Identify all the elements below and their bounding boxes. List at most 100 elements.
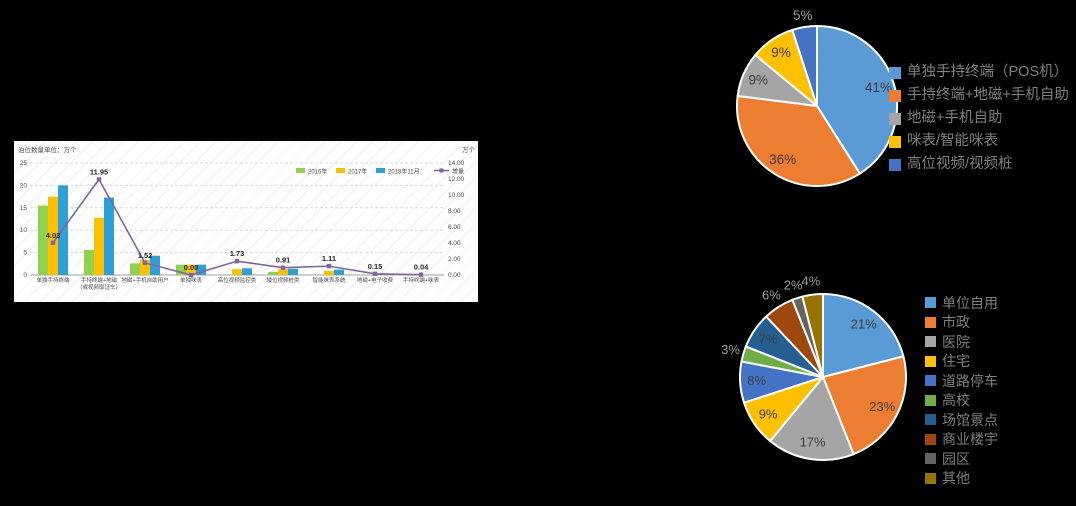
legend-item: 单位自用 (925, 293, 998, 313)
legend-item: 场馆景点 (925, 410, 998, 430)
legend-label: 场馆景点 (942, 411, 998, 428)
line-data-label: 4.03 (46, 231, 61, 240)
bar-2017年 (94, 217, 104, 275)
legend-item: 手持终端+地磁+手机自助 (889, 84, 1069, 107)
right-axis-tick: 10.00 (448, 192, 465, 199)
category-label: 手持终端+咪表 (403, 276, 440, 284)
left-axis-tick: 20 (20, 182, 28, 189)
legend-label: 增量 (452, 168, 464, 176)
pie-percent-label: 6% (762, 288, 781, 303)
line-data-label: 1.11 (322, 254, 336, 263)
pie-percent-label: 8% (747, 373, 766, 388)
pie-percent-label: 7% (759, 332, 778, 347)
pie-percent-label: 9% (759, 406, 778, 421)
right-axis-tick: 12.00 (448, 176, 465, 183)
bar-2016年 (130, 263, 140, 275)
line-marker (96, 177, 102, 182)
legend-item: 咪表/智能咪表 (889, 130, 1069, 153)
legend-line-marker (439, 168, 444, 173)
legend-swatch (925, 375, 936, 387)
legend-swatch (925, 316, 936, 328)
scenario-pie-legend: 单位自用 市政 医院 住宅 道路停车 高校 场馆景点 商业楼宇 园区 其他 (925, 293, 998, 488)
bar-line-chart: 0 5 10 15 20 25 0.00 2.00 4.00 6.00 8.00 10.00 12.00… (18, 145, 476, 291)
line-data-label: 1.73 (230, 249, 245, 258)
pie-slice-9 (801, 293, 824, 378)
pie-slice-1 (736, 94, 861, 187)
line-marker (326, 263, 332, 269)
category-label: 矮位视频桩类 (266, 276, 300, 284)
bar-2017年 (278, 269, 288, 275)
bar-2018年11月 (242, 268, 252, 275)
legend-swatch (925, 355, 936, 367)
left-axis-tick: 10 (20, 227, 28, 234)
legend-item: 医院 (925, 332, 998, 352)
right-axis-tick: 14.00 (448, 160, 465, 167)
left-axis-tick: 5 (23, 250, 27, 257)
right-axis-title: 万个 (462, 146, 476, 154)
legend-item: 道路停车 (925, 371, 998, 391)
legend-swatch (889, 135, 901, 148)
legend-item: 高校 (925, 391, 998, 411)
pie-slice-0 (822, 293, 905, 378)
legend-label: 地磁+手机自助 (907, 110, 1003, 127)
right-axis-tick: 6.00 (448, 224, 461, 231)
bar-2018年11月 (334, 269, 344, 275)
pie-percent-label: 5% (793, 8, 813, 23)
legend-item: 商业楼宇 (925, 430, 998, 450)
category-label: 智能咪表系统 (312, 276, 346, 284)
legend-label: 其他 (942, 470, 970, 487)
line-data-label: 1.52 (138, 251, 153, 260)
legend-label: 道路停车 (942, 372, 998, 389)
bar-2017年 (140, 259, 150, 275)
legend-label: 单独手持终端（POS机） (907, 64, 1069, 81)
pie-slice-1 (822, 355, 907, 456)
pie-percent-label: 4% (802, 274, 821, 289)
legend-swatch (925, 472, 936, 484)
legend-swatch (296, 168, 305, 173)
bar-2018年11月 (104, 197, 114, 275)
berth-count-chart-panel: 0 5 10 15 20 25 0.00 2.00 4.00 6.00 8.00 10.00 12.00… (14, 141, 478, 302)
pie-percent-label: 21% (851, 317, 877, 332)
payment-mode-pie-chart: 41% 36% 9%9% 5% (736, 8, 899, 187)
line-marker (418, 272, 424, 277)
bar-2016年 (38, 205, 48, 275)
pie-percent-label: 23% (869, 399, 895, 414)
legend-label: 商业楼宇 (942, 431, 998, 448)
category-label: （或视频取证车） (77, 283, 121, 291)
category-label: 单独手持终端 (36, 276, 70, 284)
line-marker (50, 240, 56, 245)
legend-item: 地磁+手机自助 (889, 107, 1069, 130)
legend-swatch (925, 336, 936, 348)
legend-label: 高位视频/视频桩 (907, 156, 1013, 173)
left-axis-tick: 15 (20, 205, 28, 212)
right-axis-tick: 8.00 (448, 208, 461, 215)
left-axis-title: 泊位数量单位：万个 (18, 145, 77, 154)
legend-swatch (376, 168, 385, 173)
bar-2016年 (84, 249, 94, 275)
legend-label: 2016年 (308, 168, 327, 176)
legend-swatch (925, 394, 936, 406)
left-axis-tick: 25 (20, 160, 28, 167)
legend-label: 市政 (942, 314, 970, 331)
legend-label: 2018年11月 (388, 168, 420, 176)
bar-2016年 (268, 271, 278, 275)
pie-percent-label: 9% (749, 73, 769, 88)
line-data-label: 11.95 (90, 167, 108, 176)
legend-swatch (889, 112, 901, 125)
right-axis-tick: 4.00 (448, 240, 461, 247)
bar-2018年11月 (196, 264, 206, 275)
category-label: 地磁+电子收费 (357, 276, 394, 284)
line-marker (142, 260, 148, 266)
category-label: 地磁+手机自助用户 (121, 276, 168, 284)
legend-swatch (889, 66, 901, 79)
legend-label: 手持终端+地磁+手机自助 (907, 87, 1069, 104)
line-data-label: 0.00 (184, 263, 199, 272)
legend-item: 单独手持终端（POS机） (889, 61, 1069, 84)
left-axis-tick: 0 (23, 272, 27, 279)
legend-item: 其他 (925, 469, 998, 489)
pie-slice-2 (769, 376, 855, 461)
category-label: 手持终端+地磁 (81, 276, 118, 284)
right-axis-tick: 0.00 (448, 272, 461, 279)
category-label: 单独咪表 (180, 276, 203, 284)
legend-swatch (925, 297, 936, 309)
